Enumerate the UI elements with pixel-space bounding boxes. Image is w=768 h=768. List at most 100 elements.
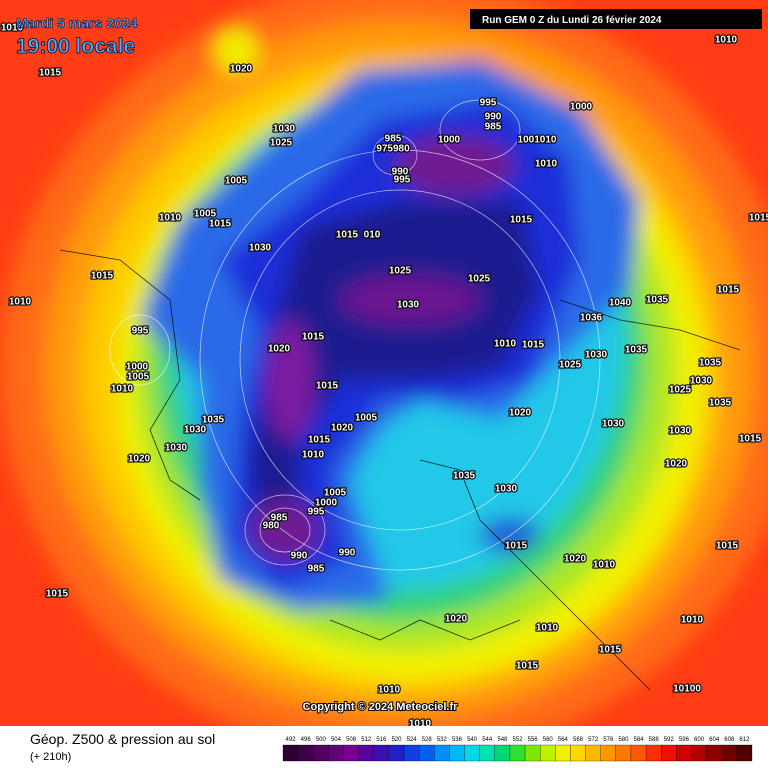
colorbar-swatch bbox=[630, 744, 647, 762]
isobar-label: 1030 bbox=[585, 350, 608, 361]
colorbar-swatch bbox=[403, 744, 420, 762]
colorbar-tick-label: 568 bbox=[573, 737, 584, 743]
colorbar-tick-label: 528 bbox=[422, 737, 433, 743]
isobar-label: 1020 bbox=[509, 408, 532, 419]
forecast-date: Mardi 5 mars 2024 bbox=[16, 15, 138, 31]
colorbar-tick-label: 508 bbox=[346, 737, 357, 743]
colorbar-tick-label: 608 bbox=[724, 737, 735, 743]
colorbar-swatch bbox=[434, 744, 450, 762]
colorbar-swatch bbox=[524, 744, 541, 762]
colorbar-tick-label: 552 bbox=[512, 737, 523, 743]
isobar-label: 1030 bbox=[165, 443, 188, 454]
colorbar: 492 496 500 504 508 512 516 520 524 528 532 536 540 5… bbox=[282, 737, 753, 762]
colorbar-tick-label: 496 bbox=[301, 737, 312, 743]
colorbar-tick-label: 588 bbox=[649, 737, 660, 743]
colorbar-swatch bbox=[494, 744, 511, 762]
colorbar-swatch bbox=[661, 744, 677, 762]
colorbar-swatch bbox=[509, 744, 526, 762]
isobar-label: 1010 bbox=[681, 615, 704, 626]
colorbar-swatch bbox=[706, 744, 722, 762]
colorbar-swatch bbox=[585, 744, 601, 762]
isobar-label: 1025 bbox=[669, 385, 692, 396]
forecast-time: 19:00 locale bbox=[16, 35, 135, 58]
colorbar-swatch bbox=[328, 744, 344, 762]
isobar-label: 1015 bbox=[505, 541, 528, 552]
isobar-label: 1015 bbox=[336, 230, 359, 241]
colorbar-tick-label: 536 bbox=[452, 737, 463, 743]
colorbar-tick-label: 576 bbox=[603, 737, 614, 743]
isobar-label: 1035 bbox=[646, 295, 669, 306]
colorbar-tick-label: 580 bbox=[618, 737, 629, 743]
colorbar-tick-label: 612 bbox=[739, 737, 750, 743]
isobar-label: 1015 bbox=[46, 589, 69, 600]
colorbar-tick-label: 492 bbox=[286, 737, 297, 743]
isobar-label: 985 bbox=[271, 513, 288, 524]
isobar-label: 1010 bbox=[111, 384, 134, 395]
isobar-label: 1036 bbox=[580, 313, 603, 324]
isobar-label: 985 bbox=[385, 134, 402, 145]
colorbar-tick-label: 572 bbox=[588, 737, 599, 743]
isobar-label: 1035 bbox=[453, 471, 476, 482]
isobar-label: 1010 bbox=[302, 450, 325, 461]
isobar-label: 1015 bbox=[599, 645, 622, 656]
isobar-label: 1035 bbox=[699, 358, 722, 369]
isobar-label: 1010 bbox=[378, 685, 401, 696]
isobar-label: 1010 bbox=[1, 23, 24, 34]
colorbar-tick-label: 564 bbox=[558, 737, 569, 743]
isobar-label: 1010 bbox=[9, 297, 32, 308]
isobar-label: 1015 bbox=[39, 68, 62, 79]
colorbar-swatch bbox=[388, 744, 405, 762]
isobar-label: 1000 bbox=[315, 498, 338, 509]
colorbar-tick-label: 544 bbox=[482, 737, 493, 743]
isobar-label: 1005 bbox=[194, 209, 217, 220]
isobar-label: 1000 bbox=[438, 135, 461, 146]
isobar-label: 1040 bbox=[609, 298, 632, 309]
isobar-label: 1030 bbox=[495, 484, 518, 495]
colorbar-swatch bbox=[736, 744, 753, 762]
isobar-label: 1010 bbox=[535, 159, 558, 170]
isobar-label: 1015 bbox=[717, 285, 740, 296]
colorbar-tick-label: 540 bbox=[467, 737, 478, 743]
isobar-label: 980 bbox=[263, 521, 280, 532]
isobar-label: 1035 bbox=[202, 415, 225, 426]
colorbar-tick-label: 584 bbox=[634, 737, 645, 743]
copyright: Copyright © 2024 Meteociel.fr bbox=[303, 701, 459, 713]
isobar-label: 1025 bbox=[468, 274, 491, 285]
isobar-label: 995 bbox=[394, 175, 411, 186]
footer-title: Géop. Z500 & pression au sol bbox=[30, 731, 215, 747]
isobar-label: 1015 bbox=[522, 340, 545, 351]
isobar-label: 1025 bbox=[559, 360, 582, 371]
isobar-label: 10100 bbox=[673, 684, 701, 695]
footer-lead: (+ 210h) bbox=[30, 751, 71, 763]
run-box bbox=[470, 9, 762, 29]
isobar-label: 1030 bbox=[602, 419, 625, 430]
colorbar-tick-label: 512 bbox=[361, 737, 372, 743]
colorbar-tick-label: 548 bbox=[497, 737, 508, 743]
isobar-label: 010 bbox=[364, 230, 381, 241]
colorbar-tick-label: 604 bbox=[709, 737, 720, 743]
colorbar-swatch bbox=[555, 744, 571, 762]
colorbar-swatch bbox=[419, 744, 435, 762]
isobar-label: 1000 bbox=[126, 362, 149, 373]
isobar-label: 1025 bbox=[389, 266, 412, 277]
colorbar-swatch bbox=[449, 744, 465, 762]
isobar-label: 1035 bbox=[625, 345, 648, 356]
isobar-label: 1010 bbox=[159, 213, 182, 224]
isobar-label: 1005 bbox=[127, 372, 150, 383]
colorbar-tick-label: 500 bbox=[316, 737, 327, 743]
isobar-label: 1030 bbox=[669, 426, 692, 437]
colorbar-tick-label: 592 bbox=[664, 737, 675, 743]
isobar-label: 1030 bbox=[273, 124, 296, 135]
isobar-label: 990 bbox=[392, 167, 409, 178]
isobar-label: 1001010 bbox=[518, 135, 557, 146]
isobar-label: 1015 bbox=[516, 661, 539, 672]
isobar-label: 990 bbox=[485, 112, 502, 123]
colorbar-swatch bbox=[676, 744, 692, 762]
isobar-label: 990 bbox=[339, 548, 356, 559]
isobar-label: 1020 bbox=[665, 459, 688, 470]
colorbar-tick-label: 520 bbox=[391, 737, 402, 743]
isobar-label: 1035 bbox=[709, 398, 732, 409]
colorbar-swatch bbox=[540, 744, 556, 762]
isobar-label: 1015 bbox=[739, 434, 762, 445]
